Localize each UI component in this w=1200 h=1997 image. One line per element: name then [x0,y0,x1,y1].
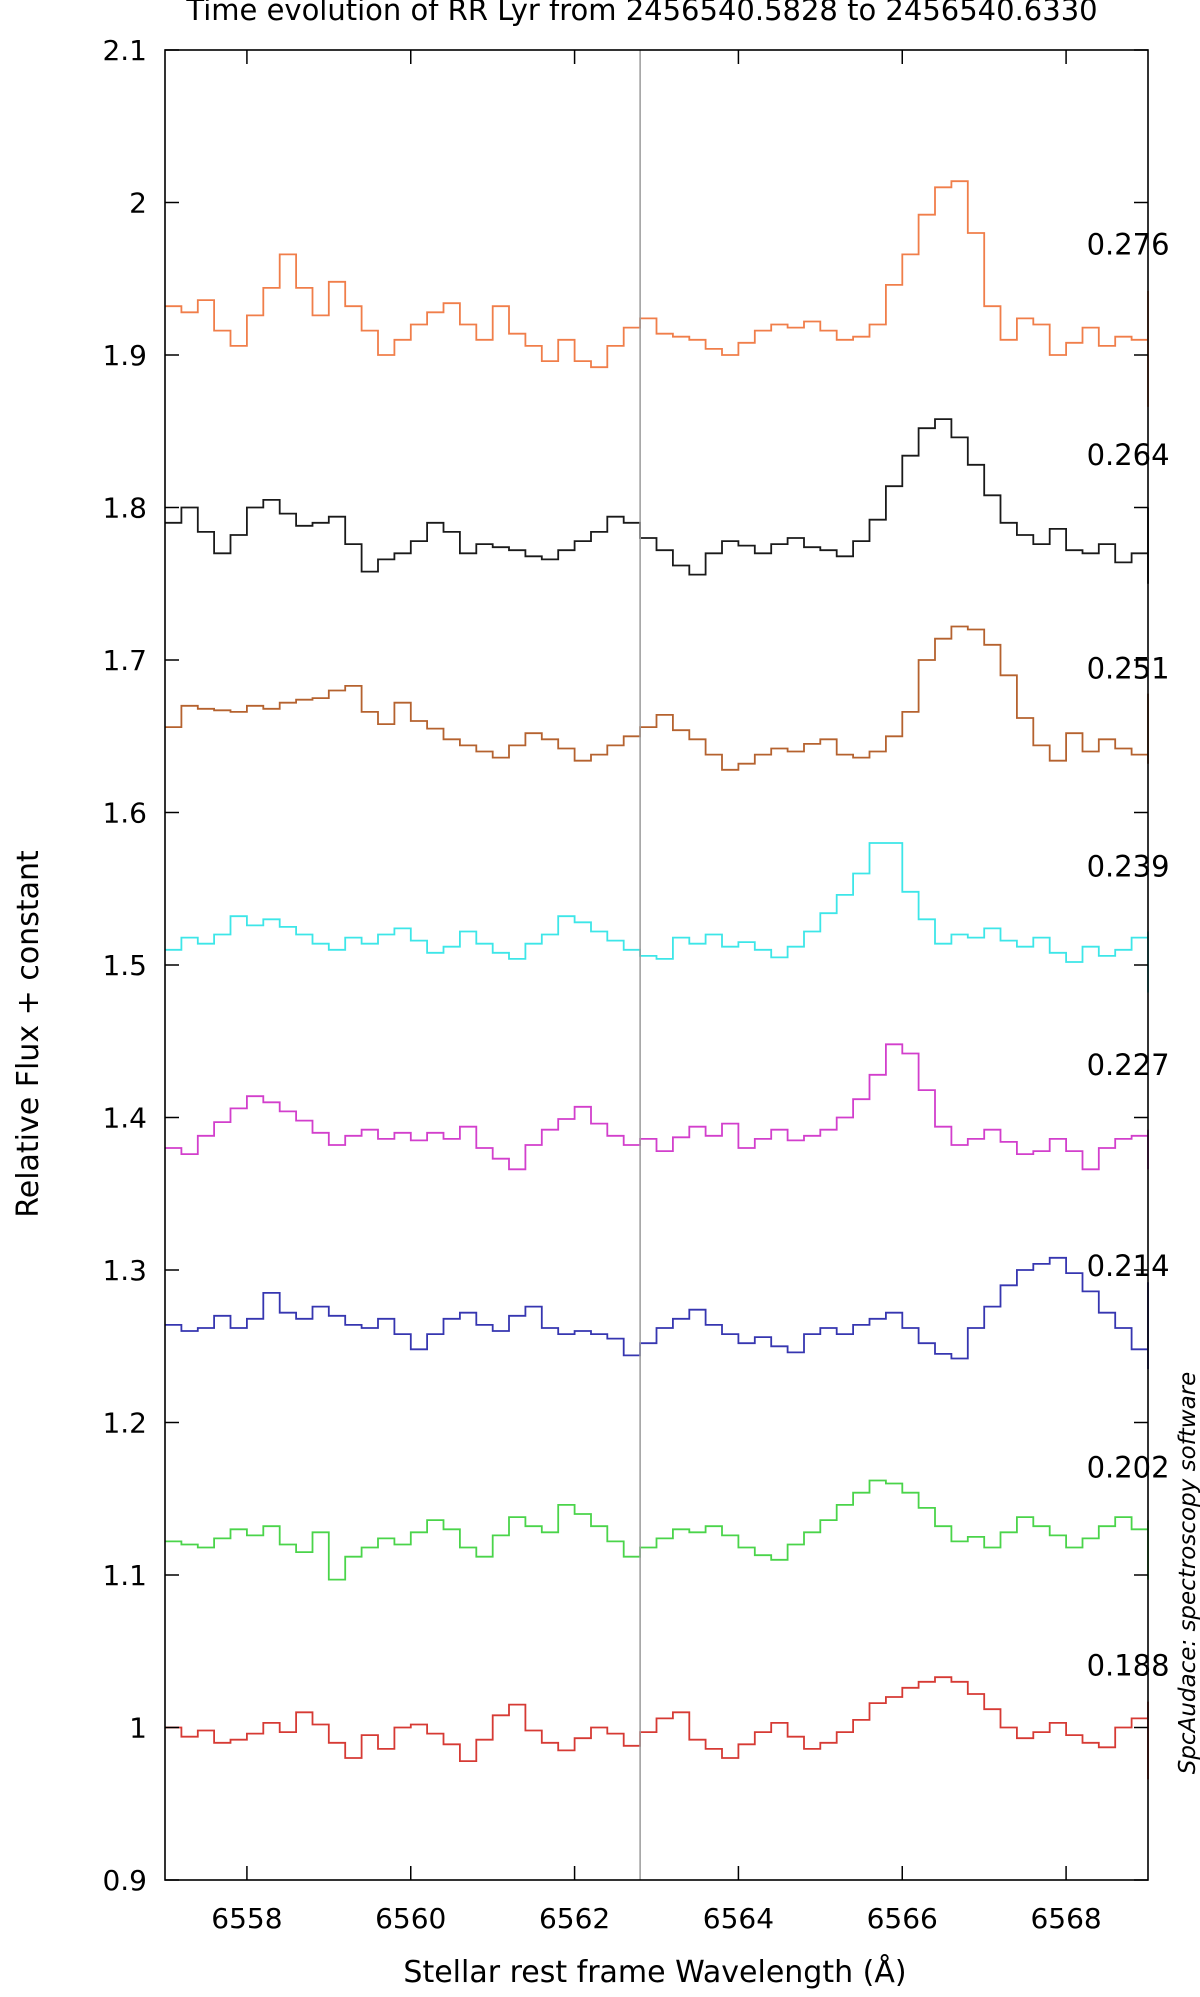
ticks-layer: 0.9 1 1.1 1.2 1.3 1.4 1.5 1.6 1.7 1.8 1.9 2 2.1 6558 6… [102,34,1148,1935]
y-tick-label: 1.3 [102,1254,147,1287]
y-tick-label: 1.6 [102,797,147,830]
y-tick-label: 1.2 [102,1407,147,1440]
y-tick-label: 1.5 [102,949,147,982]
software-credit: SpcAudace: spectroscopy software [1175,1372,1200,1775]
spectrum-series-0.264 [165,418,1149,584]
y-tick-label: 1.9 [102,339,147,372]
x-tick-label: 6568 [1030,1902,1101,1935]
y-tick-label: 1.1 [102,1559,147,1592]
x-tick-label: 6562 [539,1902,610,1935]
phase-label: 0.264 [1087,438,1170,472]
y-tick-label: 0.9 [102,1864,147,1897]
x-tick-label: 6564 [703,1902,774,1935]
spectrum-series-0.251 [165,625,1149,771]
phase-label: 0.214 [1087,1249,1170,1283]
y-tick-label: 2 [129,187,147,220]
phase-label: 0.227 [1087,1048,1170,1082]
spectrum-series-0.239 [165,842,1149,993]
spectrum-series-0.276 [165,180,1149,407]
spectrum-series-0.227 [165,1043,1149,1171]
phase-label: 0.239 [1087,850,1170,884]
y-tick-label: 2.1 [102,34,147,67]
phase-label: 0.276 [1087,227,1170,261]
spectrum-series-0.188 [165,1676,1149,1780]
phase-label: 0.188 [1087,1649,1170,1683]
y-tick-label: 1.7 [102,644,147,677]
y-axis-label: Relative Flux + constant [11,850,46,1218]
phase-label: 0.202 [1087,1450,1170,1484]
x-tick-label: 6566 [867,1902,938,1935]
phase-label: 0.251 [1087,651,1170,685]
y-tick-label: 1.4 [102,1102,147,1135]
spectrum-series-0.214 [165,1256,1149,1370]
chart-title: Time evolution of RR Lyr from 2456540.58… [185,0,1097,27]
x-tick-label: 6560 [375,1902,446,1935]
series-layer: 0.188 0.202 0.214 0.227 0.239 0.251 0.264 0.276 [165,180,1170,1780]
y-tick-label: 1 [129,1712,147,1745]
x-tick-label: 6558 [211,1902,282,1935]
x-axis-label: Stellar rest frame Wavelength (Å) [403,1954,906,1990]
y-tick-label: 1.8 [102,492,147,525]
spectrum-series-0.202 [165,1479,1149,1581]
